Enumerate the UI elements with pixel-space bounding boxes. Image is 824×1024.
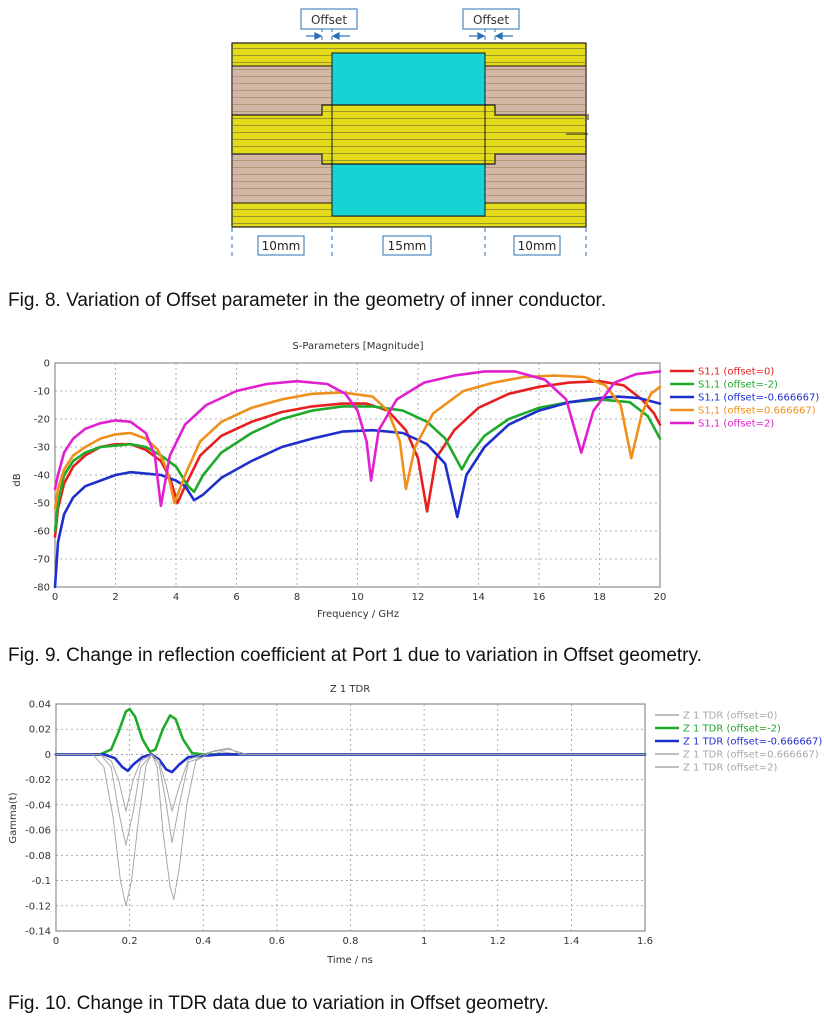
x-tick-label: 4 (173, 592, 179, 603)
series-line (53, 374, 662, 510)
legend-entry: S1,1 (offset=0) (698, 367, 774, 378)
y-tick-label: -40 (34, 471, 50, 482)
offset-label-right-box (462, 8, 520, 30)
y-tick-label: -0.06 (25, 826, 51, 837)
x-tick-label: 6 (233, 592, 239, 603)
x-tick-label: 0.4 (195, 936, 211, 947)
y-axis-label: Gamma(t) (8, 792, 19, 843)
figure-9-caption: Fig. 9. Change in reflection coefficient… (8, 645, 702, 666)
geometry-diagram: Offset Offset 10mm 15mm 10mm (231, 8, 589, 256)
x-tick-label: 8 (294, 592, 300, 603)
x-tick-label: 16 (533, 592, 546, 603)
y-tick-label: -80 (34, 583, 50, 594)
series-line (53, 370, 662, 508)
y-tick-label: -50 (34, 499, 50, 510)
dimension-center: 15mm (388, 239, 427, 253)
x-tick-label: 0 (52, 592, 58, 603)
figure-8-caption: Fig. 8. Variation of Offset parameter in… (8, 290, 607, 311)
y-tick-label: -0.08 (25, 851, 51, 862)
x-tick-label: 20 (654, 592, 667, 603)
chart-title: S-Parameters [Magnitude] (292, 341, 423, 352)
s-parameter-chart: S-Parameters [Magnitude] 0 2 4 6 8 10 12 14 16 18… (12, 341, 819, 620)
legend-entry: S1,1 (offset=2) (698, 419, 774, 430)
x-tick-label: 2 (112, 592, 118, 603)
y-tick-label: -0.04 (25, 800, 51, 811)
y-tick-label: -0.12 (25, 901, 51, 912)
x-tick-label: 18 (593, 592, 606, 603)
series-line (55, 748, 646, 812)
y-tick-label: -0.02 (25, 775, 51, 786)
y-tick-label: 0 (44, 359, 50, 370)
legend-entry: Z 1 TDR (offset=2) (683, 763, 777, 774)
offset-label-right: Offset (473, 13, 509, 27)
y-tick-label: 0 (45, 750, 51, 761)
y-tick-label: -60 (34, 527, 50, 538)
tdr-chart: Z 1 TDR 0 0.2 0.4 0.6 0.8 1 1.2 1.4 1.6 0.04 0.02 0… (8, 684, 822, 966)
y-axis-label: dB (12, 473, 23, 486)
plot-area (55, 703, 646, 932)
legend-entry: S1,1 (offset=-0.666667) (698, 393, 819, 404)
series-line (53, 395, 662, 589)
y-tick-label: 0.04 (29, 700, 51, 711)
series-line (55, 747, 646, 907)
x-tick-label: 0.6 (269, 936, 285, 947)
y-tick-label: -10 (34, 387, 50, 398)
x-axis-label: Time / ns (326, 955, 373, 966)
y-tick-label: -0.1 (31, 876, 51, 887)
center-dielectric-top (331, 52, 486, 106)
legend-entry: Z 1 TDR (offset=0) (683, 711, 777, 722)
x-tick-label: 1.6 (637, 936, 653, 947)
y-tick-label: -20 (34, 415, 50, 426)
y-tick-label: -70 (34, 555, 50, 566)
legend-entry: S1,1 (offset=-2) (698, 380, 778, 391)
legend-entry: Z 1 TDR (offset=-2) (683, 724, 781, 735)
x-tick-label: 0.2 (122, 936, 138, 947)
x-tick-label: 1.4 (563, 936, 579, 947)
dimension-right: 10mm (518, 239, 557, 253)
legend-entry: Z 1 TDR (offset=-0.666667) (683, 737, 822, 748)
y-tick-label: -0.14 (25, 927, 51, 938)
x-tick-label: 0.8 (343, 936, 359, 947)
legend-entry: Z 1 TDR (offset=0.666667) (683, 750, 819, 761)
x-tick-label: 12 (412, 592, 425, 603)
figure-10-caption: Fig. 10. Change in TDR data due to varia… (8, 993, 549, 1014)
x-axis-label: Frequency / GHz (317, 609, 399, 620)
offset-label-left: Offset (311, 13, 347, 27)
x-tick-label: 0 (53, 936, 59, 947)
x-tick-label: 1.2 (490, 936, 506, 947)
series-line (53, 398, 662, 533)
y-tick-label: 0.02 (29, 725, 51, 736)
x-tick-label: 1 (421, 936, 427, 947)
series-line (54, 707, 647, 756)
dimension-left: 10mm (262, 239, 301, 253)
x-tick-label: 14 (472, 592, 485, 603)
chart-title: Z 1 TDR (330, 684, 370, 695)
legend-entry: S1,1 (offset=0.666667) (698, 406, 816, 417)
center-dielectric-bottom (331, 163, 486, 217)
y-tick-label: -30 (34, 443, 50, 454)
offset-label-left-box (300, 8, 358, 30)
x-tick-label: 10 (351, 592, 364, 603)
